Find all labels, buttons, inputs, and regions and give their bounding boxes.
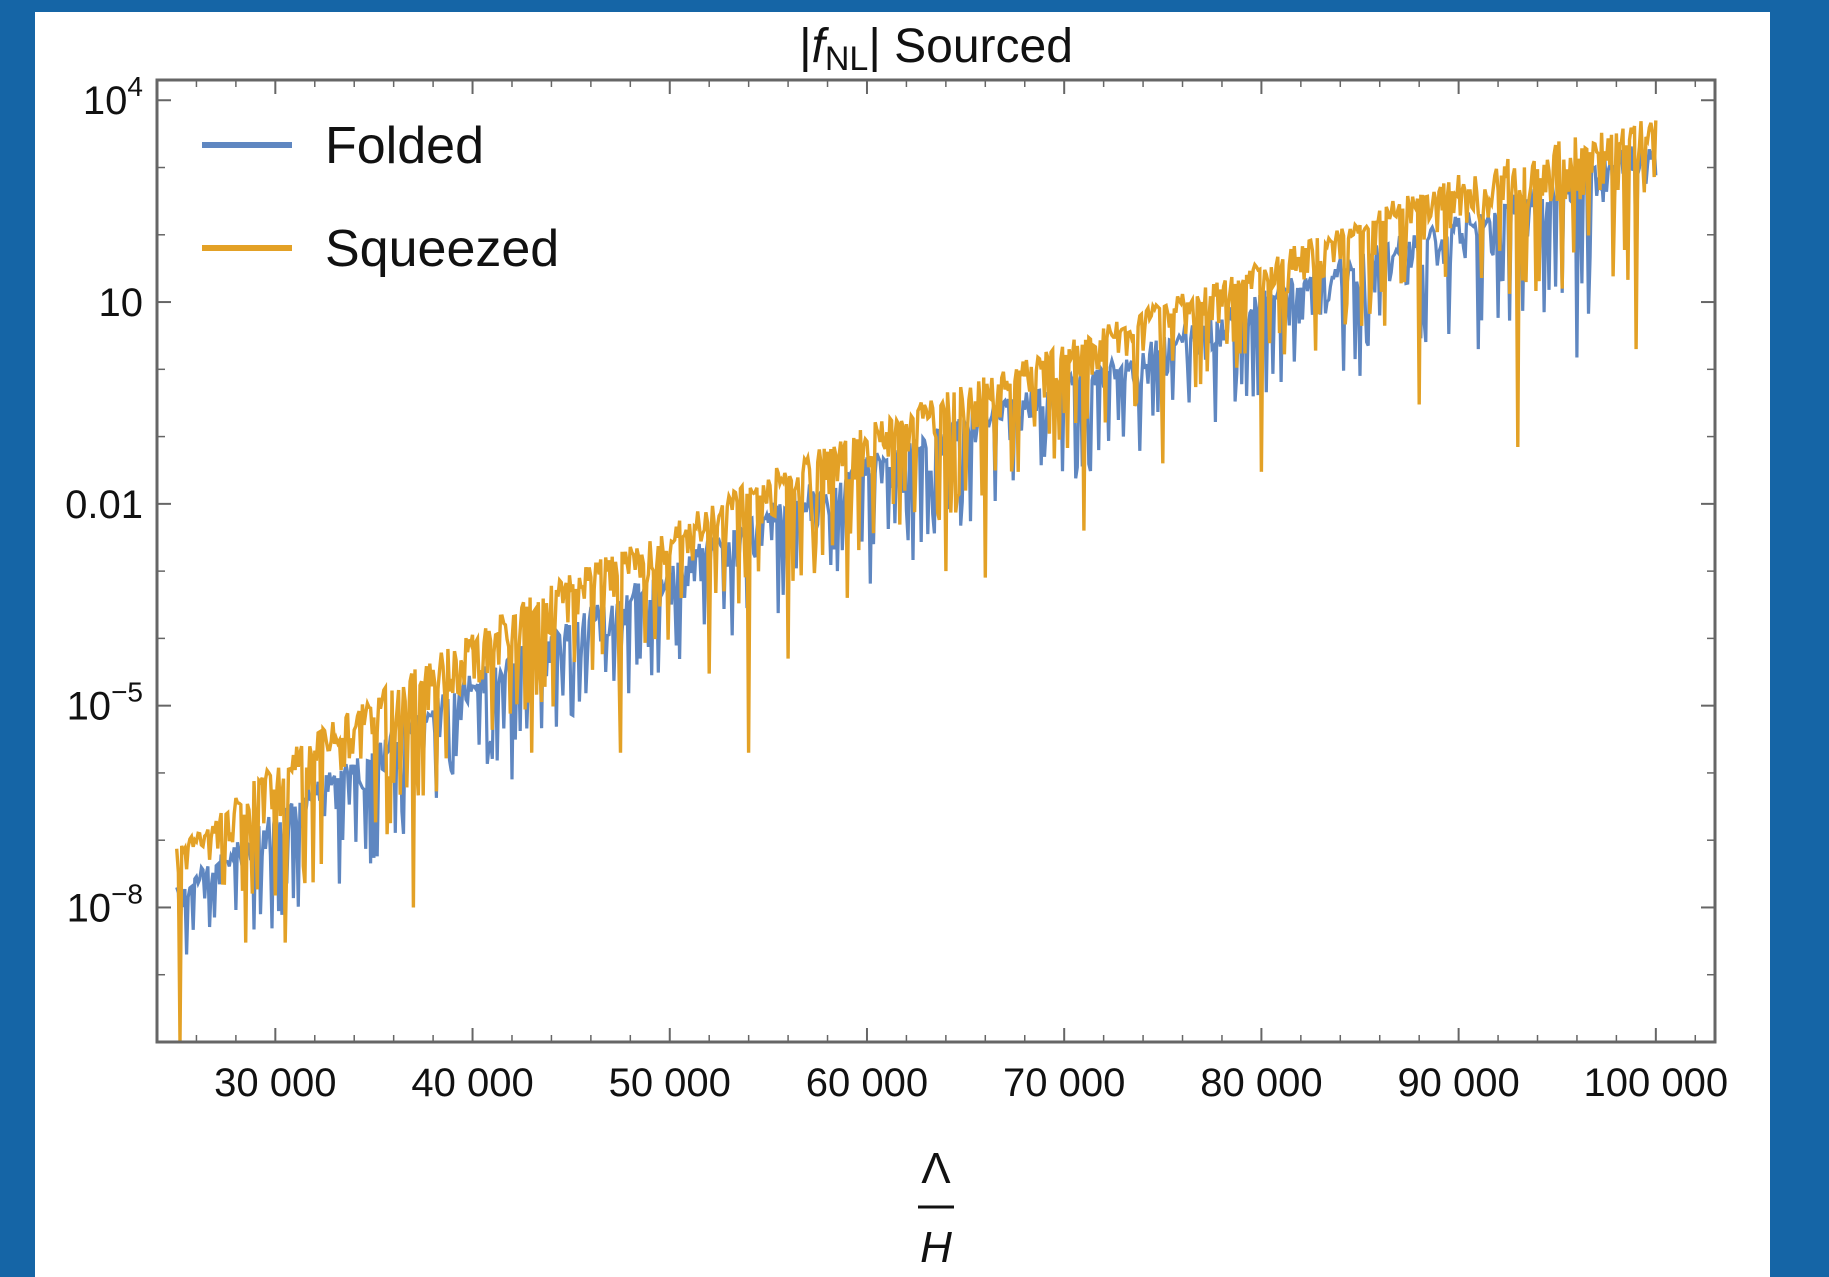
x-tick-label: 50 000 xyxy=(609,1061,731,1105)
title-subscript: NL xyxy=(825,40,868,78)
y-tick-label: 0.01 xyxy=(65,483,143,527)
x-axis-label: Λ H xyxy=(918,1144,954,1272)
x-tick-label: 70 000 xyxy=(1003,1061,1125,1105)
y-tick-label: 10−8 xyxy=(67,878,143,930)
title-bar-left: | xyxy=(799,20,811,73)
y-tick-label: 10 xyxy=(99,281,144,325)
x-axis-label-numerator: Λ xyxy=(921,1144,951,1193)
y-tick-label-exponent: 4 xyxy=(127,71,143,102)
y-tick-label-base: 10 xyxy=(99,281,144,325)
legend-label-folded: Folded xyxy=(325,117,484,175)
chart-title: |fNL| Sourced xyxy=(799,20,1073,78)
tick-layer: 30 000 40 000 50 000 60 000 70 000 80 000 90 0… xyxy=(65,71,1728,1105)
data-layer xyxy=(175,120,1658,1043)
title-suffix: | Sourced xyxy=(868,20,1073,73)
y-tick-label-base: 10 xyxy=(67,886,112,930)
x-tick-label: 80 000 xyxy=(1200,1061,1322,1105)
legend-label-squeezed: Squeezed xyxy=(325,220,559,278)
y-tick-label-base: 0.01 xyxy=(65,483,143,527)
x-tick-label: 30 000 xyxy=(214,1061,336,1105)
y-tick-label: 10−5 xyxy=(67,677,143,729)
x-tick-label: 60 000 xyxy=(806,1061,928,1105)
y-tick-label: 104 xyxy=(83,71,143,123)
plot-frame xyxy=(155,78,1717,1044)
legend: Folded Squeezed xyxy=(202,117,559,278)
x-tick-label: 100 000 xyxy=(1584,1061,1729,1105)
y-tick-label-exponent: −8 xyxy=(111,878,143,909)
x-tick-label: 90 000 xyxy=(1397,1061,1519,1105)
x-tick-label: 40 000 xyxy=(411,1061,533,1105)
y-tick-label-base: 10 xyxy=(67,685,112,729)
x-axis-label-denominator: H xyxy=(920,1223,952,1272)
series-line-squeezed xyxy=(175,120,1658,1043)
y-tick-label-exponent: −5 xyxy=(111,677,143,708)
y-tick-label-base: 10 xyxy=(83,79,128,123)
